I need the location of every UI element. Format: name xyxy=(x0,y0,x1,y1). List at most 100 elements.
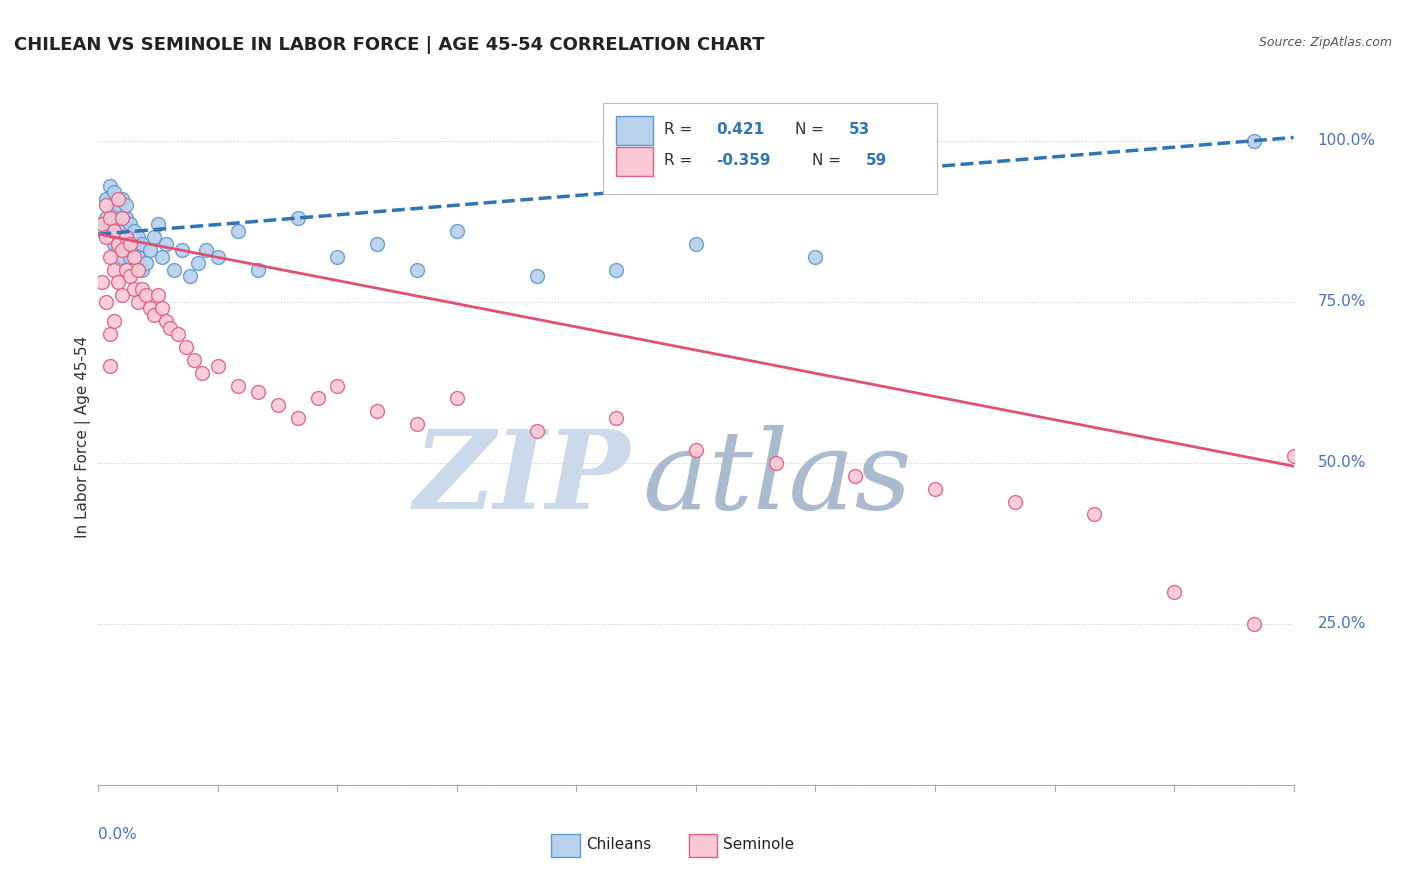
Text: 0.421: 0.421 xyxy=(716,122,765,137)
Point xyxy=(143,308,166,322)
Point xyxy=(111,211,134,225)
Point xyxy=(96,198,118,212)
Point xyxy=(115,198,138,212)
Point xyxy=(246,384,269,399)
Point xyxy=(127,250,149,264)
Point xyxy=(120,268,142,283)
Point xyxy=(127,230,149,244)
Point xyxy=(98,230,122,244)
Y-axis label: In Labor Force | Age 45-54: In Labor Force | Age 45-54 xyxy=(76,336,91,538)
Text: R =: R = xyxy=(664,122,692,137)
Point xyxy=(804,250,827,264)
Point xyxy=(1083,508,1105,522)
Point xyxy=(111,288,134,302)
Point xyxy=(605,410,627,425)
Point xyxy=(124,282,146,296)
Point xyxy=(135,288,157,302)
Point xyxy=(111,250,134,264)
Point xyxy=(127,294,149,309)
Text: 0.0%: 0.0% xyxy=(98,827,138,842)
FancyBboxPatch shape xyxy=(603,103,938,194)
Point xyxy=(1163,584,1185,599)
Point xyxy=(155,236,177,251)
Point xyxy=(1004,494,1026,508)
Point xyxy=(98,218,122,232)
Text: N =: N = xyxy=(811,153,841,169)
Text: N =: N = xyxy=(796,122,824,137)
Point xyxy=(226,224,249,238)
Point xyxy=(307,392,329,406)
Text: 25.0%: 25.0% xyxy=(1317,616,1365,632)
Point xyxy=(115,230,138,244)
Point xyxy=(98,326,122,341)
Point xyxy=(135,256,157,270)
Point xyxy=(103,186,125,200)
Point xyxy=(326,378,349,392)
FancyBboxPatch shape xyxy=(689,834,717,856)
Point xyxy=(155,314,177,328)
Point xyxy=(605,262,627,277)
Point xyxy=(131,236,153,251)
Point xyxy=(98,359,122,374)
Point xyxy=(1282,450,1305,464)
Point xyxy=(159,320,181,334)
Point xyxy=(107,236,129,251)
Point xyxy=(103,224,125,238)
Point xyxy=(207,250,229,264)
Text: Source: ZipAtlas.com: Source: ZipAtlas.com xyxy=(1258,36,1392,49)
Point xyxy=(287,211,309,225)
Point xyxy=(139,301,162,316)
Point xyxy=(103,204,125,219)
Point xyxy=(143,230,166,244)
Point xyxy=(103,236,125,251)
Point xyxy=(685,236,707,251)
Point xyxy=(127,262,149,277)
Point xyxy=(91,276,114,290)
Point xyxy=(150,301,173,316)
Point xyxy=(107,276,129,290)
Point xyxy=(96,230,118,244)
Text: 100.0%: 100.0% xyxy=(1317,133,1375,148)
Text: R =: R = xyxy=(664,153,692,169)
Point xyxy=(103,262,125,277)
Point xyxy=(131,282,153,296)
Point xyxy=(96,211,118,225)
Point xyxy=(98,211,122,225)
Point xyxy=(124,244,146,258)
Point xyxy=(287,410,309,425)
Point xyxy=(765,456,787,470)
Point xyxy=(120,230,142,244)
Point xyxy=(526,424,548,438)
Point xyxy=(96,192,118,206)
Point xyxy=(98,178,122,193)
Point xyxy=(526,268,548,283)
Point xyxy=(150,250,173,264)
Point xyxy=(191,366,214,380)
Point xyxy=(267,398,290,412)
Point xyxy=(1243,134,1265,148)
Point xyxy=(179,268,201,283)
Point xyxy=(98,250,122,264)
Point xyxy=(406,262,429,277)
Point xyxy=(107,244,129,258)
Point xyxy=(366,404,388,418)
Point xyxy=(366,236,388,251)
Text: Seminole: Seminole xyxy=(724,838,794,852)
Point xyxy=(120,236,142,251)
Point xyxy=(107,192,129,206)
Point xyxy=(115,230,138,244)
Text: -0.359: -0.359 xyxy=(716,153,770,169)
Point xyxy=(91,224,114,238)
Point xyxy=(115,244,138,258)
Point xyxy=(1243,616,1265,631)
Point xyxy=(115,211,138,225)
Point xyxy=(246,262,269,277)
Text: Chileans: Chileans xyxy=(586,838,651,852)
Text: atlas: atlas xyxy=(643,425,912,533)
FancyBboxPatch shape xyxy=(616,116,652,145)
Point xyxy=(115,262,138,277)
Point xyxy=(174,340,197,354)
Point xyxy=(111,192,134,206)
Point xyxy=(120,218,142,232)
Point xyxy=(195,244,218,258)
